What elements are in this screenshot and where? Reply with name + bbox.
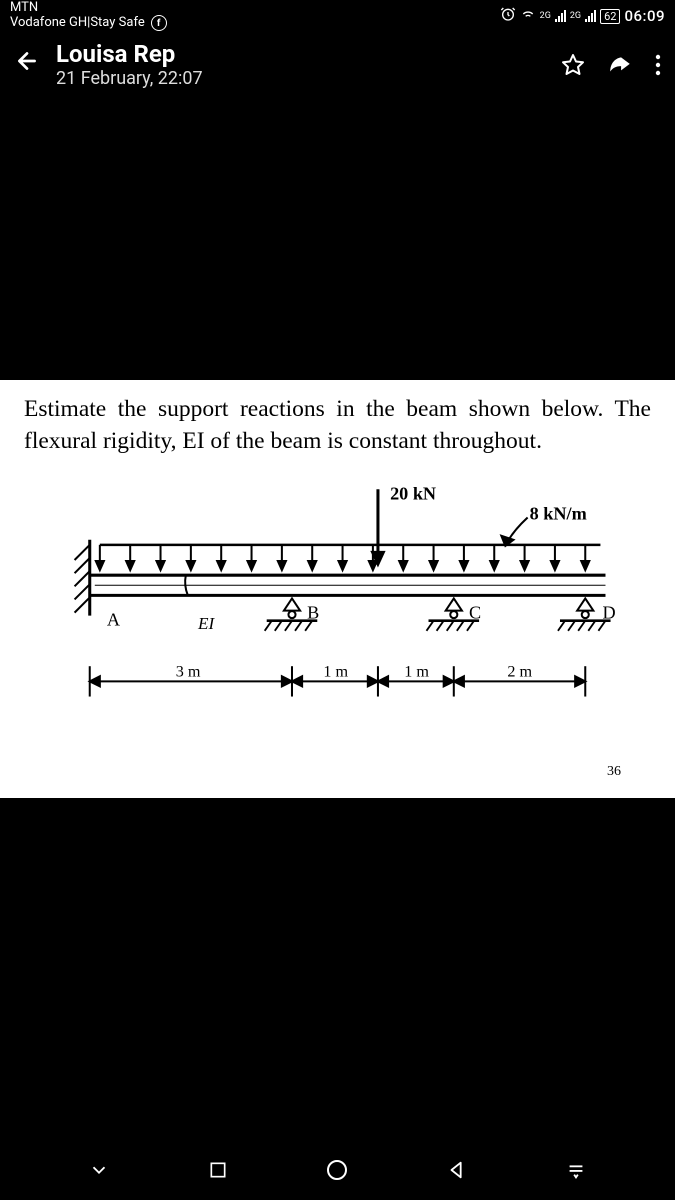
more-button[interactable] (655, 54, 661, 76)
alarm-icon (500, 6, 516, 26)
nav-down-icon[interactable] (79, 1150, 119, 1190)
point-load-label: 20 kN (390, 484, 436, 504)
status-left: MTN Vodafone GH|Stay Safe f (10, 1, 167, 31)
dim-bp: 1 m (323, 664, 348, 681)
share-button[interactable] (607, 52, 633, 78)
contact-name: Louisa Rep (56, 40, 545, 68)
star-button[interactable] (561, 53, 585, 77)
support-a-label: A (107, 610, 120, 630)
system-nav-bar (0, 1140, 675, 1200)
recent-apps-button[interactable] (198, 1150, 238, 1190)
header-actions (561, 52, 661, 78)
network-type-1: 2G (540, 11, 551, 21)
clock: 06:09 (624, 7, 665, 25)
back-button[interactable] (14, 48, 40, 81)
dim-cd: 2 m (507, 664, 532, 681)
dim-pc: 1 m (404, 664, 429, 681)
back-nav-button[interactable] (437, 1150, 477, 1190)
distributed-load-label: 8 kN/m (530, 504, 587, 524)
wifi-icon (520, 6, 536, 26)
beam-diagram: 20 kN 8 kN/m (24, 469, 651, 752)
dim-ab: 3 m (176, 664, 201, 681)
image-content[interactable]: Estimate the support reactions in the be… (0, 380, 675, 798)
support-b-label: B (307, 603, 319, 623)
facebook-icon: f (151, 15, 167, 31)
carrier-2: Vodafone GH|Stay Safe (10, 16, 145, 30)
page-number: 36 (24, 764, 651, 780)
status-bar: MTN Vodafone GH|Stay Safe f 2G 2G 62 06:… (0, 0, 675, 32)
problem-statement: Estimate the support reactions in the be… (24, 394, 651, 457)
support-d-label: D (602, 603, 615, 623)
carrier-1: MTN (10, 1, 167, 15)
signal-bars-1 (555, 10, 566, 22)
status-right: 2G 2G 62 06:09 (500, 6, 665, 26)
message-timestamp: 21 February, 22:07 (56, 68, 545, 89)
support-c-label: C (469, 603, 481, 623)
rigidity-label: EI (197, 614, 215, 633)
battery-indicator: 62 (600, 9, 620, 24)
network-type-2: 2G (570, 11, 581, 21)
nav-menu-icon[interactable] (556, 1150, 596, 1190)
header-title-block: Louisa Rep 21 February, 22:07 (56, 40, 545, 89)
signal-bars-2 (585, 10, 596, 22)
app-header: Louisa Rep 21 February, 22:07 (0, 32, 675, 101)
home-button[interactable] (317, 1150, 357, 1190)
